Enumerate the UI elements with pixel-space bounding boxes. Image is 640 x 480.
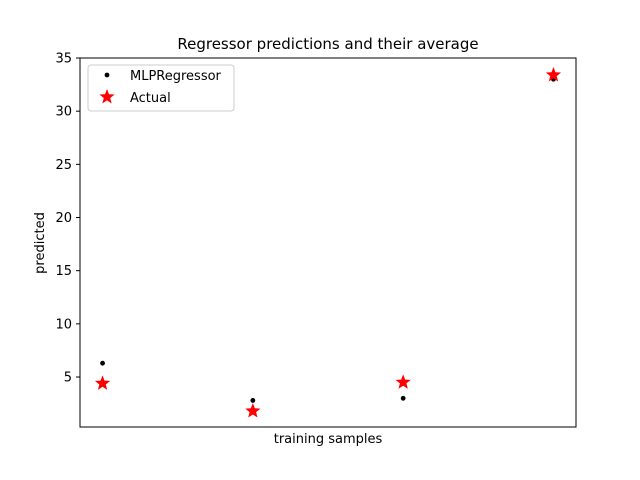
legend-marker-mlpregressor — [104, 72, 110, 78]
point-actual-1 — [94, 375, 111, 390]
point-mlpregressor-1 — [100, 360, 105, 366]
legend-marker-actual — [99, 89, 115, 104]
y-axis-ticks: 5 10 15 20 25 30 35 — [55, 52, 80, 386]
y-axis-label: predicted — [33, 212, 48, 274]
point-actual-3 — [395, 374, 411, 389]
y-tick-label: 25 — [55, 158, 72, 173]
legend: MLPRegressor Actual — [87, 64, 235, 112]
point-mlpregressor-2 — [250, 398, 256, 403]
point-mlpregressor-3 — [400, 395, 406, 401]
y-tick-label: 30 — [55, 105, 72, 120]
legend-box — [87, 64, 235, 112]
legend-label-mlpregressor: MLPRegressor — [130, 69, 222, 84]
point-actual-4 — [545, 67, 562, 82]
y-tick-label: 10 — [55, 317, 72, 332]
chart-title: Regressor predictions and their average — [177, 35, 478, 53]
y-tick-label: 35 — [55, 52, 72, 67]
legend-label-actual: Actual — [130, 91, 171, 106]
plot-area-frame — [79, 57, 577, 428]
y-tick-label: 15 — [55, 264, 72, 279]
data-points — [94, 67, 562, 418]
x-axis-label: training samples — [274, 432, 383, 447]
y-tick-label: 5 — [64, 371, 72, 386]
point-actual-2 — [245, 403, 261, 418]
y-tick-label: 20 — [55, 211, 72, 226]
